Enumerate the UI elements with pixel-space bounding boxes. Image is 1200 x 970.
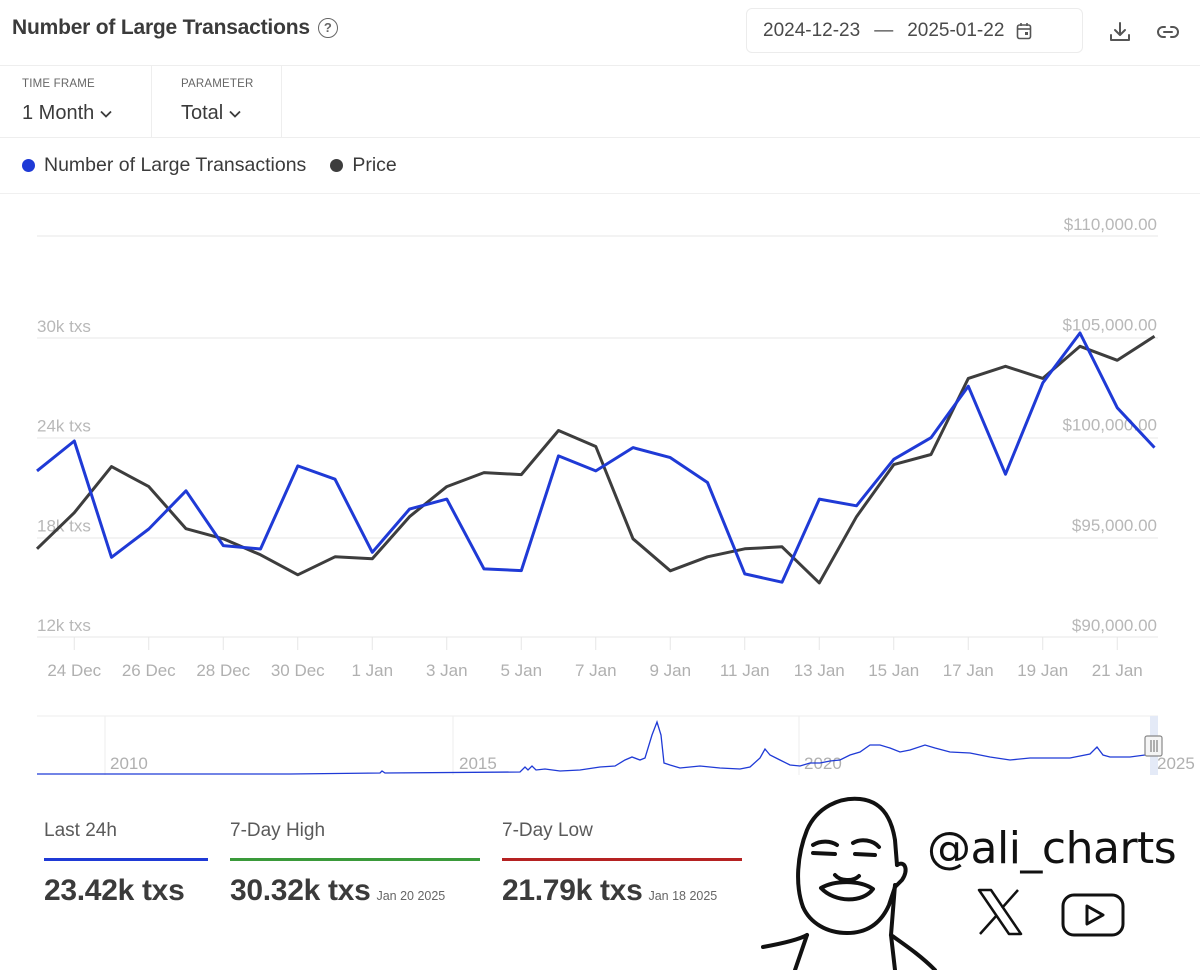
legend-dot-icon [22,159,35,172]
nav-year-2020: 2020 [804,754,842,773]
title-wrap: Number of Large Transactions ? [12,16,338,40]
date-range-picker[interactable]: 2024-12-23 — 2025-01-22 [746,8,1083,53]
stat-color-bar [44,858,208,861]
chart-header: Number of Large Transactions ? 2024-12-2… [0,0,1200,66]
right-axis: $90,000.00 $95,000.00 $100,000.00 $105,000.… [1062,215,1157,635]
stat-value: 23.42k txs [44,874,185,907]
nav-year-2015: 2015 [459,754,497,773]
navigator-series-line [37,720,1151,775]
x-axis-tick: 30 Dec [271,661,325,680]
legend-item-price[interactable]: Price [330,154,397,177]
stat-date: Jan 18 2025 [648,889,718,903]
date-end: 2025-01-22 [907,19,1005,41]
x-axis-tick: 9 Jan [649,661,691,680]
nav-year-2010: 2010 [110,754,148,773]
parameter-dropdown[interactable]: PARAMETER Total [152,66,282,137]
cartoon-face-icon [761,796,937,970]
x-axis-tick: 15 Jan [868,661,919,680]
time-frame-label: TIME FRAME [22,78,95,90]
transactions-series-line[interactable] [36,331,1156,584]
stat-color-bar [230,858,480,861]
calendar-icon[interactable] [1016,22,1032,40]
x-axis-tick: 1 Jan [351,661,393,680]
time-frame-value[interactable]: 1 Month [22,102,112,125]
range-navigator[interactable]: 2010 2015 2020 2025 [0,710,1200,780]
price-series-line[interactable] [35,335,1156,585]
x-axis-tick: 11 Jan [720,661,770,680]
parameter-value[interactable]: Total [181,102,241,125]
chart-legend: Number of Large Transactions Price [0,138,1200,194]
x-axis-tick: 24 Dec [47,661,101,680]
stat-value: 21.79k txs [502,874,643,907]
x-axis-tick: 19 Jan [1017,661,1068,680]
right-axis-tick: $105,000.00 [1062,315,1157,334]
watermark-handle: @ali_charts [927,823,1177,874]
youtube-icon [1061,893,1125,937]
stat-value: 30.32k txs [230,874,371,907]
date-start: 2024-12-23 [763,19,861,41]
right-axis-tick: $110,000.00 [1064,215,1157,234]
page-title: Number of Large Transactions [12,16,310,39]
x-axis-tick: 21 Jan [1092,661,1143,680]
time-frame-selected: 1 Month [22,102,95,124]
stat-label: Last 24h [44,820,117,841]
legend-label: Price [352,154,397,176]
x-axis-tick: 17 Jan [943,661,994,680]
chevron-down-icon [100,110,112,118]
download-icon[interactable] [1108,20,1132,44]
x-axis-tick: 3 Jan [426,661,468,680]
legend-item-large-transactions[interactable]: Number of Large Transactions [22,154,306,177]
stat-color-bar [502,858,742,861]
left-axis-tick: 18k txs [37,516,91,535]
question-circle-icon[interactable]: ? [317,18,338,38]
stat-last-24h: Last 24h 23.42k txs [44,820,208,908]
stat-7-day-low: 7-Day Low 21.79k txs Jan 18 2025 [502,820,742,908]
right-axis-tick: $95,000.00 [1072,516,1157,535]
x-axis-tick: 5 Jan [500,661,542,680]
watermark: @ali_charts [755,785,1200,970]
stat-label: 7-Day Low [502,820,593,841]
x-logo-icon [977,888,1023,936]
x-axis: 24 Dec 26 Dec 28 Dec 30 Dec 1 Jan 3 Jan 5 Jan 7… [47,637,1143,680]
legend-label: Number of Large Transactions [44,154,307,176]
stat-label: 7-Day High [230,820,326,841]
left-axis-tick: 30k txs [37,317,91,336]
right-axis-tick: $90,000.00 [1072,616,1157,635]
parameter-selected: Total [181,102,224,124]
stat-date: Jan 20 2025 [376,889,446,903]
nav-year-2025: 2025 [1157,754,1195,773]
left-axis-tick: 12k txs [37,616,91,635]
x-axis-tick: 13 Jan [794,661,845,680]
stats-row: Last 24h 23.42k txs 7-Day High 30.32k tx… [44,820,764,908]
chevron-down-icon [229,110,241,118]
filter-bar: TIME FRAME 1 Month PARAMETER Total [0,66,1200,138]
x-axis-tick: 28 Dec [196,661,250,680]
left-axis-tick: 24k txs [37,417,91,436]
x-axis-tick: 7 Jan [575,661,617,680]
parameter-label: PARAMETER [181,78,254,90]
legend-dot-icon [330,159,344,172]
x-axis-tick: 26 Dec [122,661,176,680]
link-icon[interactable] [1156,20,1180,44]
stat-7-day-high: 7-Day High 30.32k txs Jan 20 2025 [230,820,480,908]
left-axis: 12k txs 18k txs 24k txs 30k txs [37,317,91,635]
date-separator: — [874,19,894,41]
time-frame-dropdown[interactable]: TIME FRAME 1 Month [0,66,152,137]
right-axis-tick: $100,000.00 [1062,416,1157,435]
